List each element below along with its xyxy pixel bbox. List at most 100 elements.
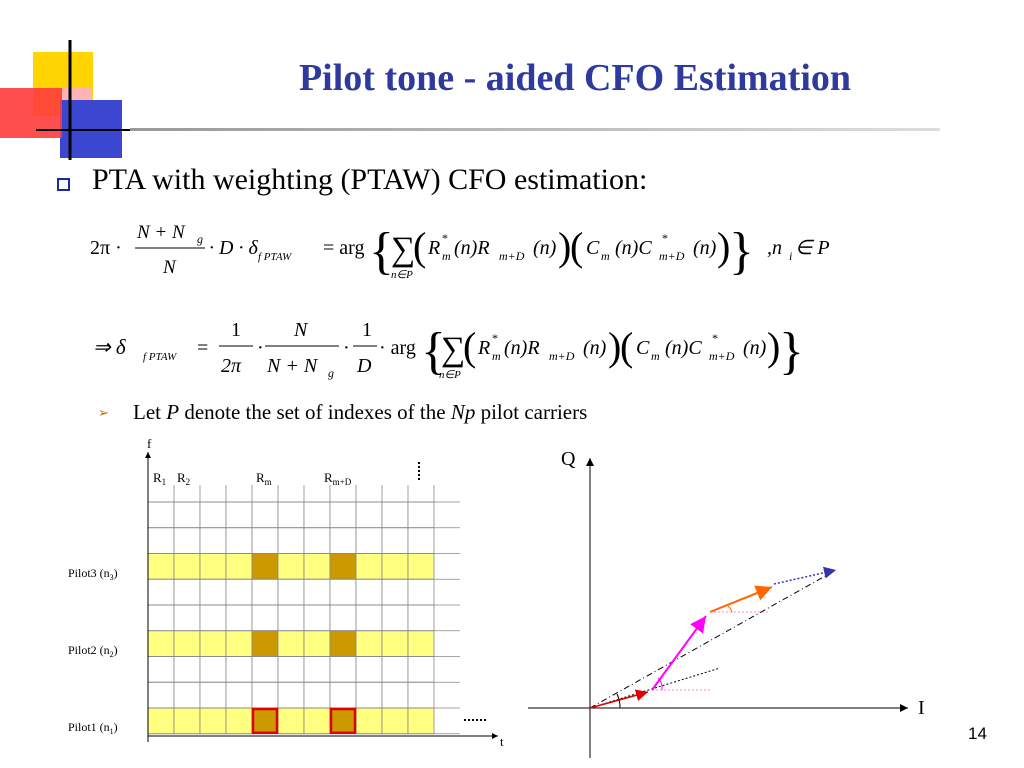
svg-text:*: * xyxy=(712,331,718,345)
pilot-cell xyxy=(199,707,227,735)
grid-cell xyxy=(407,501,435,529)
grid-cell xyxy=(199,578,227,606)
grid-cell xyxy=(251,656,279,683)
pilot-cell xyxy=(277,707,305,735)
pilot1-label: Pilot1 (n1) xyxy=(68,720,118,736)
svg-text:(n): (n) xyxy=(583,337,607,359)
svg-text:m: m xyxy=(601,249,610,263)
grid-cell xyxy=(225,681,253,709)
pilot-cell xyxy=(381,553,409,580)
grid-cell xyxy=(251,501,279,529)
pilot-cell xyxy=(251,630,279,657)
grid-cell xyxy=(225,656,253,683)
pilot2-label: Pilot2 (n2) xyxy=(68,643,118,659)
pilot-cell xyxy=(407,553,435,580)
svg-text:(: ( xyxy=(413,224,426,269)
equation-2: ⇒ δ f PTAW = 1 2π · N N + N g · 1 D · ar… xyxy=(93,319,804,381)
bullet-square-icon xyxy=(57,178,70,191)
svg-text:*: * xyxy=(662,231,668,245)
grid-cell xyxy=(277,501,305,529)
grid-cell xyxy=(277,681,305,709)
grid-cell xyxy=(355,681,383,709)
svg-text:(n)C: (n)C xyxy=(615,237,652,259)
pilot-cell xyxy=(199,630,227,657)
svg-text:(: ( xyxy=(570,224,583,269)
eq1-d-delta: · D · δ xyxy=(209,237,258,259)
grid-cell xyxy=(173,604,201,632)
svg-text:): ) xyxy=(608,324,621,369)
grid-cell xyxy=(199,527,227,554)
svg-text:m: m xyxy=(492,349,501,363)
sub-bullet-text: Let P denote the set of indexes of the N… xyxy=(133,400,588,424)
grid-cell xyxy=(173,681,201,709)
eq1-delta-sub: f PTAW xyxy=(258,251,292,263)
grid-cell xyxy=(277,604,305,632)
svg-text:{: { xyxy=(421,323,446,380)
col-label-r2: R2 xyxy=(177,470,190,487)
pilot-cell xyxy=(251,553,279,580)
grid-cell xyxy=(329,681,357,709)
iq-vector-diagram: Q I xyxy=(528,448,925,758)
axis-t-label: t xyxy=(500,734,504,749)
pilot-cell xyxy=(355,707,383,735)
pilot-cell xyxy=(407,630,435,657)
eq2-arrow: ⇒ δ xyxy=(93,335,127,359)
grid-cell xyxy=(303,604,331,632)
pilot-cell xyxy=(303,707,331,735)
svg-text:): ) xyxy=(767,324,780,369)
svg-text:}: } xyxy=(729,223,754,280)
grid-cell xyxy=(329,656,357,683)
svg-text:): ) xyxy=(717,224,730,269)
svg-text:· arg: · arg xyxy=(379,337,416,359)
grid-cell xyxy=(251,527,279,554)
eq1-frac-num: N + N xyxy=(136,222,186,243)
grid-cell xyxy=(147,681,175,709)
pilot-cell xyxy=(329,707,357,735)
equation-1: 2π · N + N g N · D · δ f PTAW = arg { ∑ … xyxy=(90,222,830,281)
svg-text:(n)R: (n)R xyxy=(504,337,540,359)
grid-cell xyxy=(407,578,435,606)
red-highlight-box xyxy=(251,707,279,734)
svg-text:(n): (n) xyxy=(693,237,717,259)
eq1-r: R xyxy=(427,237,440,259)
grid-cell xyxy=(381,578,409,606)
svg-text:g: g xyxy=(328,366,334,380)
pilot-cell xyxy=(355,630,383,657)
grid-cell xyxy=(355,604,383,632)
svg-text:∑: ∑ xyxy=(391,231,415,268)
svg-text:∑: ∑ xyxy=(441,331,465,368)
grid-cell xyxy=(381,604,409,632)
grid-cell xyxy=(303,656,331,683)
axis-f-label: f xyxy=(147,436,152,451)
grid-cell xyxy=(303,578,331,606)
grid-cell xyxy=(225,578,253,606)
grid-cell xyxy=(407,604,435,632)
svg-text:m+D: m+D xyxy=(709,349,735,363)
svg-text:(n): (n) xyxy=(533,237,557,259)
svg-text:*: * xyxy=(442,231,448,245)
grid-cell xyxy=(355,656,383,683)
pilot-cell xyxy=(277,553,305,580)
eq1-eq-arg: = arg xyxy=(323,237,364,259)
pilot-cell xyxy=(355,553,383,580)
svg-text:i: i xyxy=(789,249,792,263)
grid-cell xyxy=(381,527,409,554)
pilot-grid-diagram: f t R1 R2 Rm Rm+D Pilot3 (n3) Pilot2 (n2… xyxy=(68,436,504,749)
grid-cell xyxy=(355,578,383,606)
svg-text:m: m xyxy=(651,349,660,363)
svg-text:n∈P: n∈P xyxy=(439,369,461,381)
svg-text:(n)R: (n)R xyxy=(454,237,490,259)
grid-cell xyxy=(173,656,201,683)
svg-text:2π: 2π xyxy=(221,355,242,377)
grid-cell xyxy=(173,527,201,554)
grid-cell xyxy=(329,501,357,529)
red-highlight-box xyxy=(329,707,357,734)
grid-cell xyxy=(199,681,227,709)
grid-cell xyxy=(147,501,175,529)
pilot-cell xyxy=(329,630,357,657)
grid-cell xyxy=(277,656,305,683)
grid-cell xyxy=(329,527,357,554)
pilot-cell xyxy=(225,553,253,580)
grid-cell xyxy=(381,656,409,683)
svg-text:(n): (n) xyxy=(743,337,767,359)
